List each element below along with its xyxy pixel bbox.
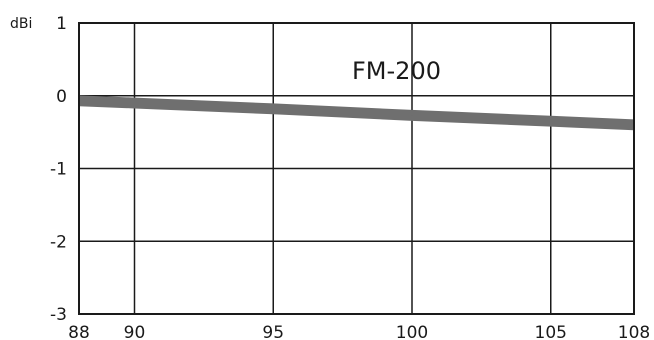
tick-labels: 88 90 95 100 105 108 1 0 -1 -2 -3 <box>50 14 650 340</box>
gain-series-band-0 <box>79 95 634 131</box>
x-tick-label-100: 100 <box>396 323 428 340</box>
gain-point-105 <box>550 120 552 122</box>
plot-frame <box>78 22 635 315</box>
y-axis-unit-label: dBi <box>10 16 32 32</box>
x-tick-label-95: 95 <box>262 323 284 340</box>
y-tick-label-neg1: -1 <box>50 160 67 180</box>
grid <box>79 23 634 314</box>
y-tick-label-1: 1 <box>56 14 67 34</box>
x-tick-label-88: 88 <box>68 323 90 340</box>
gain-point-95 <box>272 108 274 110</box>
y-tick-label-0: 0 <box>56 87 67 107</box>
gain-point-90 <box>134 102 135 104</box>
y-tick-label-neg2: -2 <box>50 232 67 252</box>
gain-point-100 <box>411 114 413 116</box>
x-tick-label-105: 105 <box>535 323 567 340</box>
y-tick-label-neg3: -3 <box>50 305 67 325</box>
x-tick-label-90: 90 <box>124 323 146 340</box>
chart-title: FM-200 <box>352 57 441 85</box>
x-tick-label-108: 108 <box>618 323 650 340</box>
